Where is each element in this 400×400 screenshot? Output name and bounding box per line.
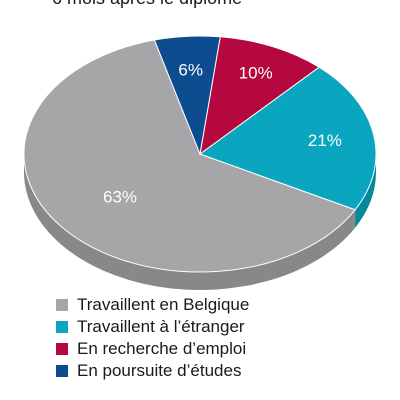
legend-label: En recherche d’emploi (77, 339, 247, 358)
pie-chart: 63% 21% 10% 6% (23, 35, 377, 290)
legend-label: En poursuite d’études (77, 361, 242, 380)
legend-swatch (56, 343, 68, 355)
pie-slice-2 (199, 36, 321, 156)
slice-value-label-3: 6% (178, 60, 203, 79)
pie-slice-3 (153, 35, 221, 156)
legend-item-poursuite-etudes: En poursuite d’études (56, 360, 249, 382)
pie-slice-0 (23, 39, 356, 273)
pie-slices (23, 35, 377, 273)
legend-label: Travaillent à l’étranger (77, 317, 245, 336)
legend-swatch (56, 365, 68, 377)
pie-side-1 (355, 154, 376, 228)
chart-legend: Travaillent en Belgique Travaillent à l’… (56, 294, 249, 382)
pie-slice-1 (198, 66, 377, 211)
legend-swatch (56, 299, 68, 311)
slice-value-label-0: 63% (103, 188, 137, 207)
chart-subtitle: 6 mois après le diplôme (52, 0, 242, 8)
slice-value-label-2: 10% (239, 64, 273, 83)
legend-item-belgique: Travaillent en Belgique (56, 294, 249, 316)
pie-value-labels: 63% 21% 10% 6% (103, 60, 342, 206)
pie-side-0 (24, 154, 356, 290)
pie-depth (24, 154, 376, 290)
slice-value-label-1: 21% (308, 131, 342, 150)
legend-swatch (56, 321, 68, 333)
legend-item-recherche-emploi: En recherche d’emploi (56, 338, 249, 360)
legend-label: Travaillent en Belgique (77, 295, 250, 314)
legend-item-etranger: Travaillent à l’étranger (56, 316, 249, 338)
